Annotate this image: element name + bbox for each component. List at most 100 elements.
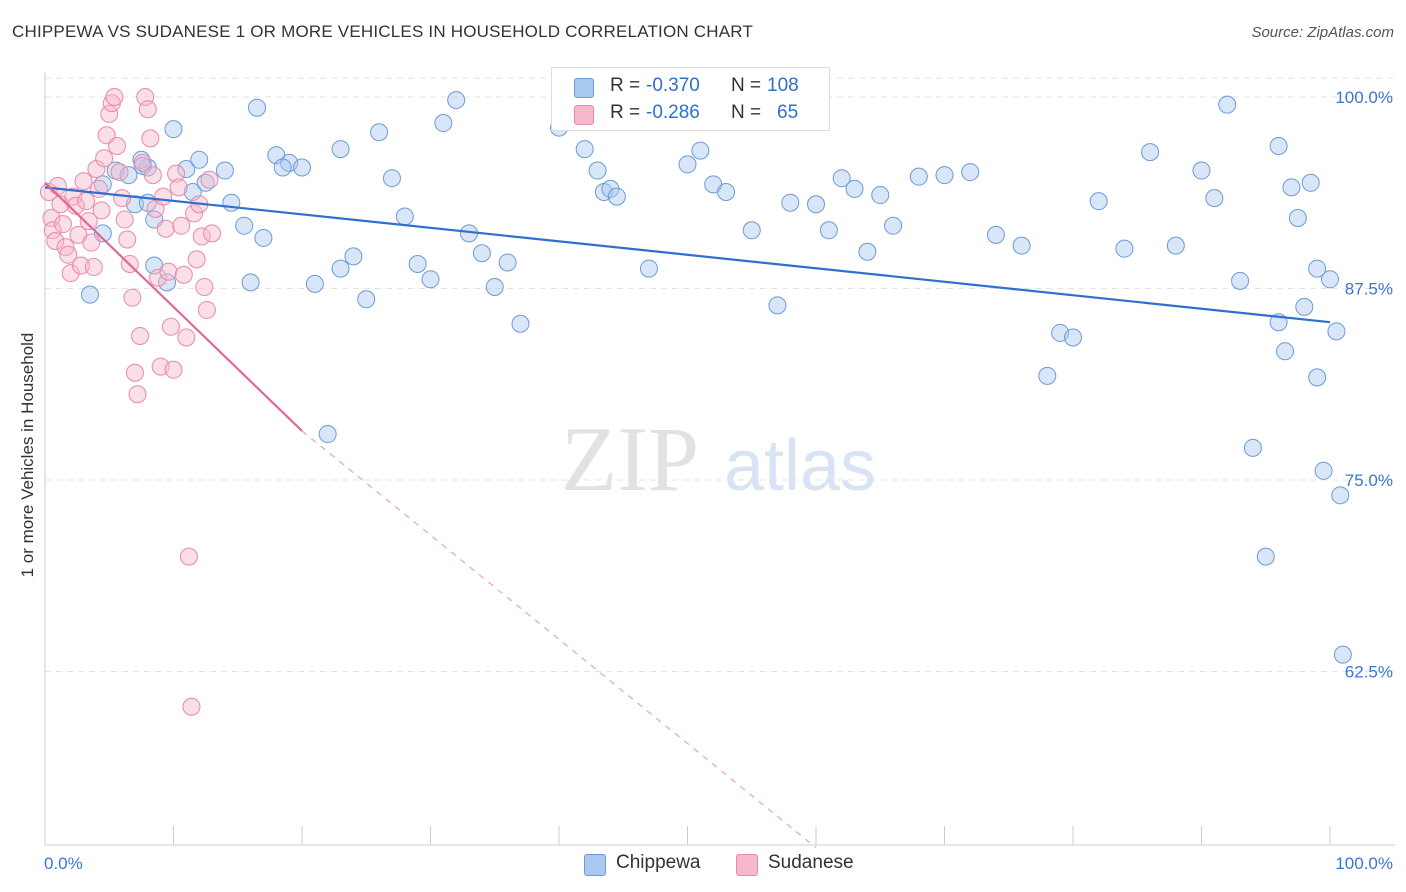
point-chippewa: [961, 163, 980, 182]
point-chippewa: [858, 242, 877, 261]
tick-labels: 62.5% 75.0% 87.5% 100.0% 0.0% 100.0%: [44, 88, 1393, 873]
point-sudanese: [172, 216, 191, 235]
trend-line-sudanese: [44, 182, 303, 432]
point-chippewa: [370, 123, 389, 142]
point-sudanese: [174, 265, 193, 284]
point-chippewa: [1327, 322, 1346, 341]
point-chippewa: [1269, 137, 1288, 156]
legend-r-label: R =: [610, 75, 641, 96]
point-chippewa: [1205, 189, 1224, 208]
point-sudanese: [154, 187, 173, 206]
point-sudanese: [61, 264, 80, 283]
legend-r-label: R =: [610, 102, 641, 123]
point-sudanese: [131, 326, 150, 345]
legend-r-value: -0.286: [646, 102, 700, 123]
point-chippewa: [1231, 271, 1250, 290]
y-tick-label: 75.0%: [1345, 471, 1393, 490]
point-chippewa: [909, 167, 928, 186]
watermark-zip: ZIP: [561, 408, 699, 510]
point-chippewa: [485, 277, 504, 296]
point-chippewa: [254, 228, 273, 247]
point-chippewa: [241, 273, 260, 292]
point-chippewa: [395, 207, 414, 226]
point-sudanese: [195, 277, 214, 296]
point-sudanese: [95, 149, 114, 168]
point-sudanese: [77, 192, 96, 211]
point-chippewa: [884, 216, 903, 235]
stats-legend: R = -0.370 N = 108 R = -0.286 N = 65: [551, 67, 830, 131]
point-sudanese: [203, 224, 222, 243]
point-sudanese: [92, 201, 111, 220]
y-tick-label: 100.0%: [1335, 88, 1393, 107]
trend-extension-sudanese: [301, 430, 817, 849]
point-chippewa: [1301, 173, 1320, 192]
point-chippewa: [331, 259, 350, 278]
point-sudanese: [185, 204, 204, 223]
point-sudanese: [128, 385, 147, 404]
legend-n-label: N =: [731, 75, 762, 96]
point-sudanese: [169, 178, 188, 197]
point-chippewa: [1333, 645, 1352, 664]
point-sudanese: [118, 230, 137, 249]
y-tick-label: 62.5%: [1345, 663, 1393, 682]
legend-n-value: 65: [777, 102, 799, 123]
point-chippewa: [472, 244, 491, 263]
point-chippewa: [382, 169, 401, 188]
point-chippewa: [293, 158, 311, 177]
point-chippewa: [819, 221, 838, 240]
point-sudanese: [43, 221, 62, 240]
source-label: Source: ZipAtlas.com: [1251, 24, 1394, 41]
point-sudanese: [197, 300, 216, 319]
point-sudanese: [200, 170, 219, 189]
point-chippewa: [1321, 270, 1339, 289]
trend-lines: [44, 182, 1331, 849]
point-chippewa: [331, 140, 350, 159]
point-chippewa: [1064, 328, 1082, 347]
point-chippewa: [1314, 461, 1333, 480]
legend-swatch-sudanese: [736, 854, 758, 876]
point-chippewa: [601, 179, 620, 198]
point-sudanese: [167, 164, 186, 183]
point-chippewa: [434, 114, 453, 133]
point-chippewa: [1331, 486, 1350, 505]
grid-lines: [45, 77, 1395, 672]
point-chippewa: [575, 140, 594, 159]
point-chippewa: [678, 155, 697, 174]
point-sudanese: [115, 210, 134, 229]
point-chippewa: [1308, 259, 1327, 278]
point-sudanese: [59, 245, 78, 264]
point-chippewa: [190, 150, 209, 169]
point-chippewa: [421, 270, 440, 289]
point-sudanese: [48, 176, 67, 195]
point-sudanese: [192, 227, 211, 246]
point-sudanese: [79, 212, 98, 231]
point-sudanese: [107, 137, 126, 156]
point-chippewa: [1288, 209, 1307, 228]
point-chippewa: [80, 285, 99, 304]
series-legend: Chippewa Sudanese: [0, 852, 1406, 876]
point-sudanese: [141, 129, 160, 148]
point-chippewa: [1038, 366, 1057, 385]
point-sudanese: [105, 88, 124, 106]
point-chippewa: [357, 290, 376, 309]
point-chippewa: [305, 274, 324, 293]
legend-n-label: N =: [731, 102, 762, 123]
point-chippewa: [132, 150, 151, 169]
legend-swatch-sudanese: [574, 105, 594, 125]
point-chippewa: [986, 225, 1005, 244]
point-sudanese: [138, 100, 157, 119]
point-chippewa: [871, 186, 890, 205]
point-sudanese: [74, 172, 93, 191]
point-chippewa: [408, 254, 427, 273]
point-sudanese: [182, 697, 201, 716]
point-chippewa: [235, 216, 254, 235]
point-chippewa: [511, 314, 530, 333]
data-points: [39, 88, 1352, 716]
point-chippewa: [717, 182, 736, 201]
legend-r-value: -0.370: [646, 75, 700, 96]
point-chippewa: [215, 161, 234, 180]
watermark-atlas: atlas: [724, 426, 876, 506]
point-chippewa: [845, 179, 864, 198]
x-tick-label: 100.0%: [1335, 854, 1393, 873]
